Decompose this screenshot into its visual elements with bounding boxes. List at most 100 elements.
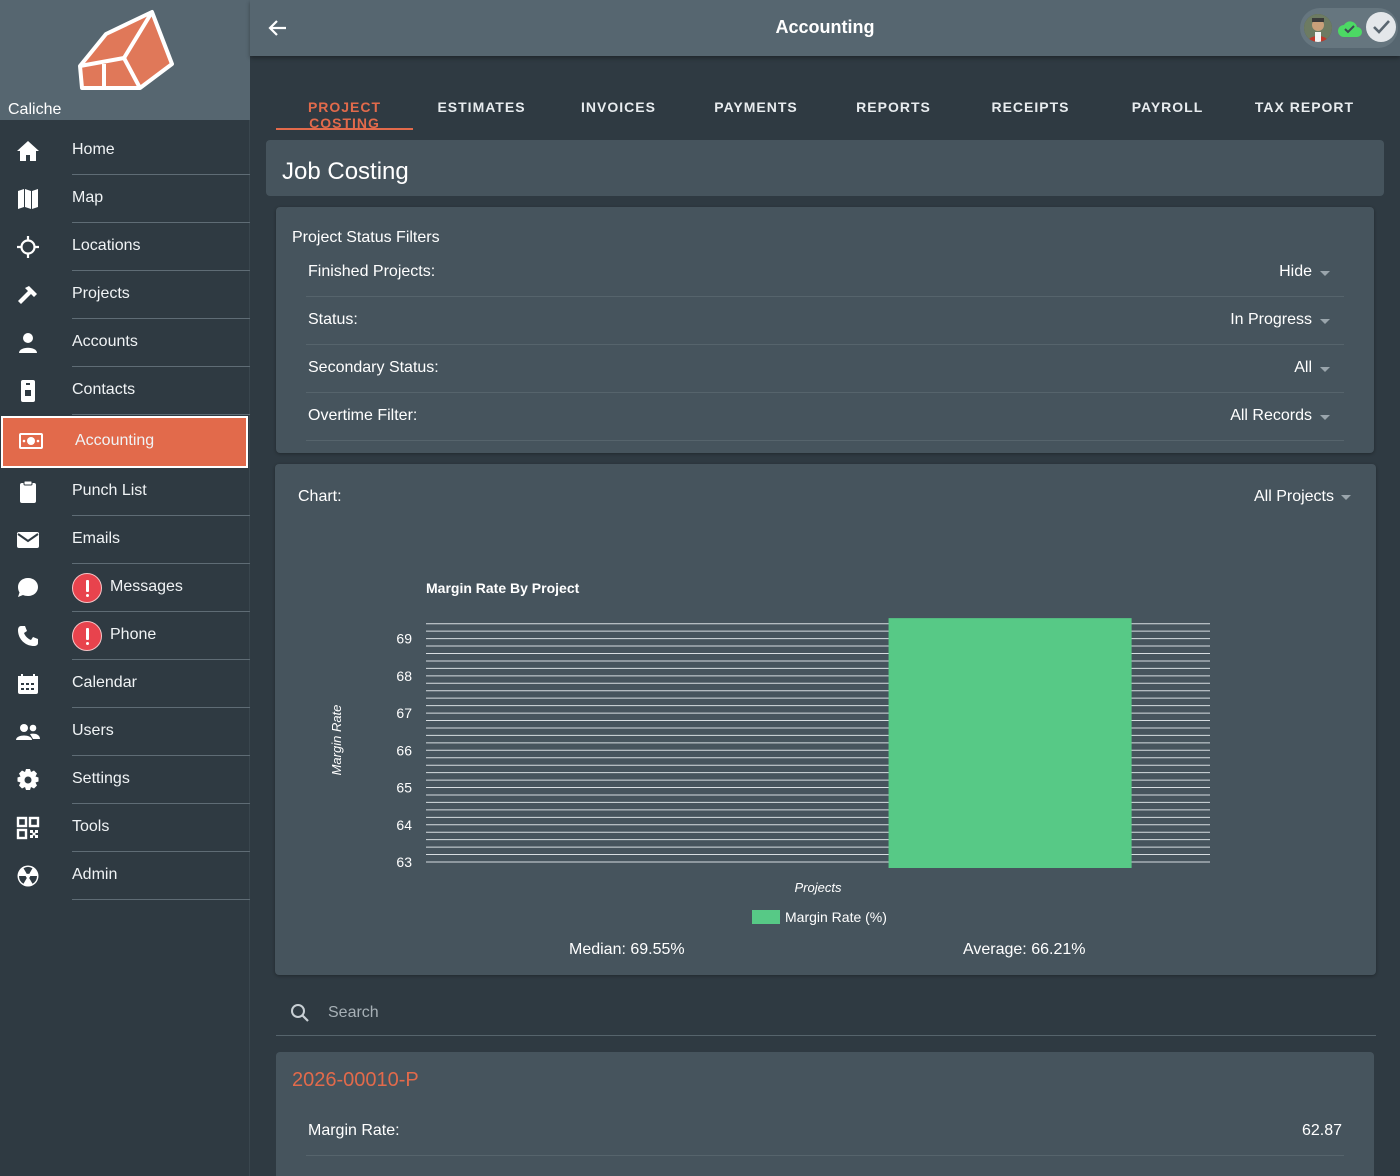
filter-label: Status: xyxy=(308,311,358,328)
project-field-value: 62.87 xyxy=(1301,1122,1342,1139)
home-icon xyxy=(17,141,39,161)
sidebar-item-accounting[interactable]: Accounting xyxy=(0,415,250,468)
hammer-icon xyxy=(18,286,37,304)
tab-receipts[interactable]: RECEIPTS xyxy=(991,99,1070,115)
sidebar-item-locations[interactable]: Locations xyxy=(0,223,250,271)
sidebar-item-label: Accounting xyxy=(75,432,155,449)
sidebar-item-projects[interactable]: Projects xyxy=(0,271,250,319)
tab-payroll[interactable]: PAYROLL xyxy=(1131,99,1204,115)
alert-badge xyxy=(72,621,102,651)
filter-value[interactable]: Hide xyxy=(1279,263,1312,280)
sidebar-item-tools[interactable]: Tools xyxy=(0,804,250,852)
y-tick-label: 67 xyxy=(396,705,412,721)
radiation-icon xyxy=(17,865,39,887)
sidebar-nav: Home Map Locations Projects Accounts Con… xyxy=(0,127,250,900)
person-icon xyxy=(19,333,37,353)
cloud-check-icon[interactable] xyxy=(1337,18,1363,38)
filter-value[interactable]: In Progress xyxy=(1230,311,1312,328)
chart-title: Margin Rate By Project xyxy=(426,580,580,596)
filter-value[interactable]: All xyxy=(1294,359,1312,376)
tab-invoices[interactable]: INVOICES xyxy=(581,99,656,115)
sidebar-item-label: Map xyxy=(72,189,104,206)
brand-name: Caliche xyxy=(8,101,62,118)
tab-bar: PROJECT COSTING ESTIMATES INVOICES PAYME… xyxy=(250,84,1400,132)
avatar[interactable] xyxy=(1304,14,1332,42)
filter-label: Finished Projects: xyxy=(308,263,436,280)
sidebar-item-label: Users xyxy=(72,722,114,739)
page-header-card: Job Costing xyxy=(266,140,1384,196)
tab-reports[interactable]: REPORTS xyxy=(856,99,931,115)
search-input[interactable] xyxy=(328,1000,1128,1026)
sidebar-item-messages[interactable]: Messages xyxy=(0,564,250,612)
money-icon xyxy=(19,433,43,449)
sidebar-item-map[interactable]: Map xyxy=(0,175,250,223)
filters-section-title: Project Status Filters xyxy=(292,229,440,246)
top-app-bar: Accounting xyxy=(250,0,1400,56)
filter-finished-projects[interactable]: Finished Projects: Hide xyxy=(306,249,1344,297)
legend-label[interactable]: Margin Rate (%) xyxy=(785,909,887,925)
project-margin-rate-row: Margin Rate: 62.87 xyxy=(306,1108,1344,1156)
chart-selector-value[interactable]: All Projects xyxy=(1253,488,1334,505)
sidebar-item-label: Locations xyxy=(72,237,141,254)
x-axis-label: Projects xyxy=(795,880,842,895)
sidebar-item-settings[interactable]: Settings xyxy=(0,756,250,804)
tab-payments[interactable]: PAYMENTS xyxy=(714,99,798,115)
sidebar-item-emails[interactable]: Emails xyxy=(0,516,250,564)
sidebar-item-label: Phone xyxy=(110,626,157,643)
sidebar-item-label: Calendar xyxy=(72,674,137,691)
tab-tax-report[interactable]: TAX REPORT xyxy=(1254,99,1355,115)
chevron-down-icon[interactable] xyxy=(1320,367,1330,372)
users-icon xyxy=(16,724,40,740)
average-stat: Average: 66.21% xyxy=(963,941,1086,958)
status-icons xyxy=(1300,8,1398,48)
sidebar-item-contacts[interactable]: Contacts xyxy=(0,367,250,415)
filter-status[interactable]: Status: In Progress xyxy=(306,297,1344,345)
sidebar-item-label: Home xyxy=(72,141,115,158)
chart-selector-label: Chart: xyxy=(298,488,342,505)
qr-code-icon xyxy=(16,816,40,840)
sidebar-item-accounts[interactable]: Accounts xyxy=(0,319,250,367)
crosshair-icon xyxy=(17,236,39,258)
project-field-label: Margin Rate: xyxy=(308,1122,400,1139)
y-axis-label: Margin Rate xyxy=(329,705,344,776)
chevron-down-icon[interactable] xyxy=(1320,415,1330,420)
y-tick-label: 66 xyxy=(396,742,412,758)
sidebar-item-punch-list[interactable]: Punch List xyxy=(0,468,250,516)
project-id[interactable]: 2026-00010-P xyxy=(292,1069,419,1091)
sidebar-item-phone[interactable]: Phone xyxy=(0,612,250,660)
map-icon xyxy=(18,189,38,209)
y-tick-label: 63 xyxy=(396,854,412,870)
sidebar-item-home[interactable]: Home xyxy=(0,127,250,175)
chevron-down-icon[interactable] xyxy=(1320,271,1330,276)
y-tick-label: 64 xyxy=(396,817,412,833)
chat-icon xyxy=(18,578,38,597)
margin-rate-chart: Margin Rate By Project Margin Rate Proje… xyxy=(329,580,1210,925)
project-card[interactable]: 2026-00010-P Margin Rate: 62.87 xyxy=(276,1052,1374,1176)
clipboard-icon xyxy=(20,480,36,503)
logo-icon xyxy=(78,10,174,90)
alert-badge xyxy=(72,573,102,603)
sidebar: Caliche Home Map Locations Projects Acco… xyxy=(0,0,250,1176)
search-bar xyxy=(276,990,1376,1036)
median-stat: Median: 69.55% xyxy=(569,941,685,958)
chevron-down-icon[interactable] xyxy=(1341,495,1351,500)
filter-overtime[interactable]: Overtime Filter: All Records xyxy=(306,393,1344,441)
chart-bar[interactable] xyxy=(888,618,1132,868)
chart-grid xyxy=(426,623,1210,863)
filter-secondary-status[interactable]: Secondary Status: All xyxy=(306,345,1344,393)
sidebar-item-users[interactable]: Users xyxy=(0,708,250,756)
back-arrow-icon[interactable] xyxy=(266,16,290,40)
sidebar-item-calendar[interactable]: Calendar xyxy=(0,660,250,708)
y-axis-ticks: 63 64 65 66 67 68 69 xyxy=(396,631,412,870)
sidebar-item-label: Projects xyxy=(72,285,130,302)
tab-estimates[interactable]: ESTIMATES xyxy=(437,99,526,115)
filter-value[interactable]: All Records xyxy=(1230,407,1312,424)
contact-card-icon xyxy=(21,380,35,402)
sidebar-item-label: Settings xyxy=(72,770,130,787)
project-status-filters: Project Status Filters Finished Projects… xyxy=(276,207,1374,453)
tab-project-costing[interactable]: PROJECT COSTING xyxy=(276,84,413,132)
chevron-down-icon[interactable] xyxy=(1320,319,1330,324)
check-circle-icon[interactable] xyxy=(1366,12,1396,42)
sidebar-item-admin[interactable]: Admin xyxy=(0,852,250,900)
sidebar-item-label: Contacts xyxy=(72,381,136,398)
